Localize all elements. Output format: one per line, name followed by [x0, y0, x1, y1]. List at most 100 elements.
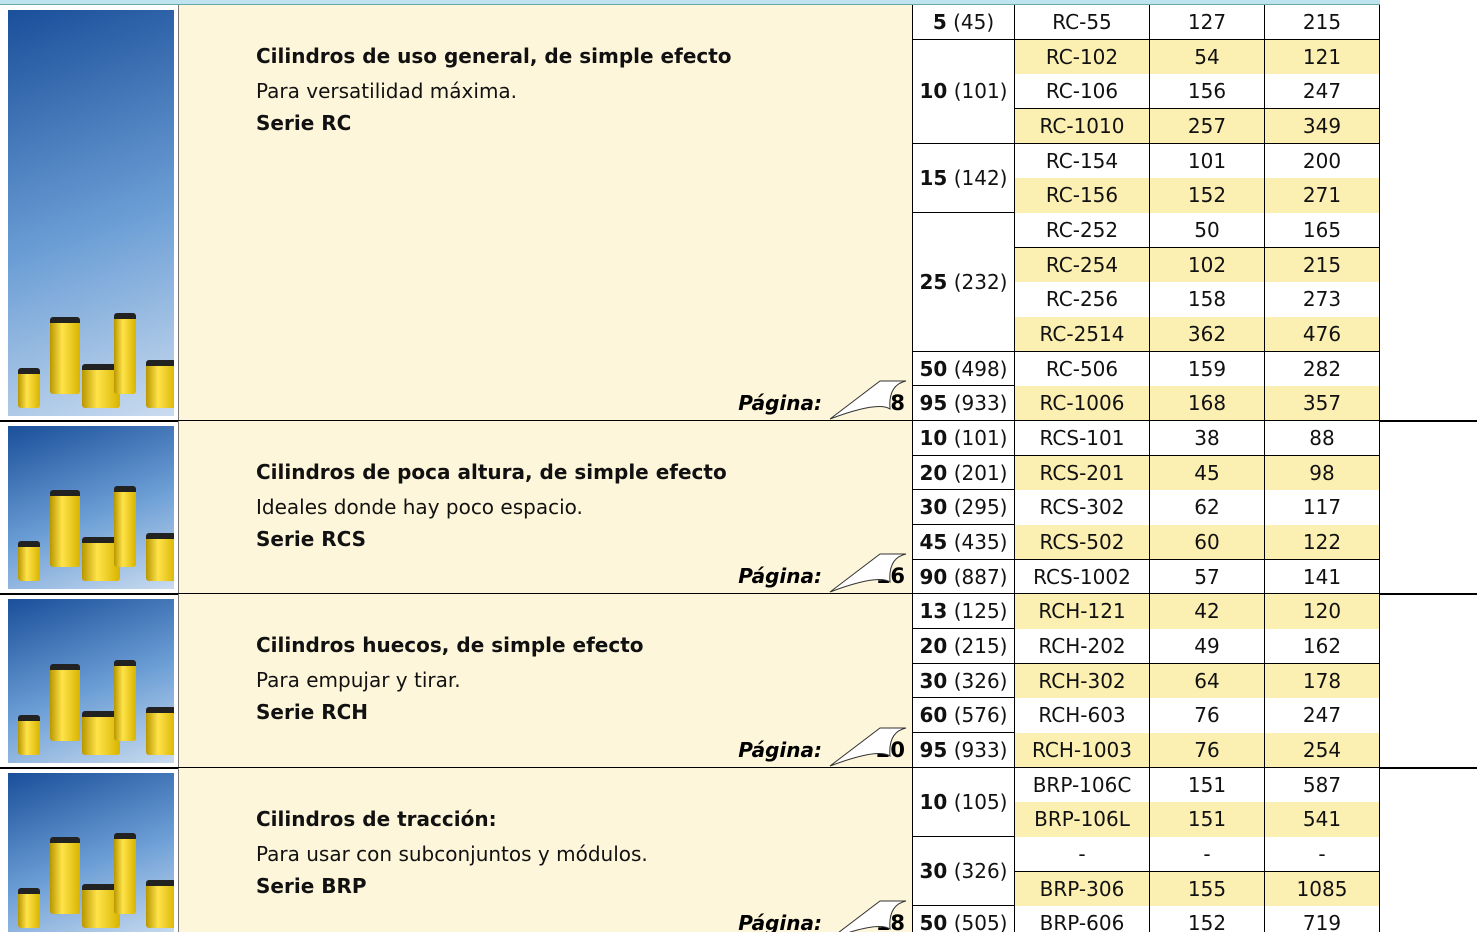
- capacity-cell: 95 (933): [912, 386, 1015, 422]
- stroke-cell: -: [1150, 837, 1265, 873]
- cylinder: [18, 888, 40, 929]
- capacity-cell: 45 (435): [912, 525, 1015, 560]
- stroke-cell: 50: [1150, 213, 1265, 249]
- capacity-kn: (498): [953, 356, 1008, 381]
- model-cell: RCS-1002: [1015, 559, 1150, 595]
- capacity-kn: (326): [953, 859, 1008, 884]
- page-curl: [838, 900, 907, 932]
- description-panel: [178, 594, 912, 768]
- product-photo: [8, 599, 174, 763]
- cylinder: [82, 710, 120, 755]
- stroke-cell: 151: [1150, 802, 1265, 838]
- capacity-kn: (142): [953, 165, 1008, 190]
- stroke-cell: 62: [1150, 490, 1265, 526]
- product-photo: [8, 772, 174, 932]
- model-cell: RC-102: [1015, 39, 1150, 75]
- capacity-cell: 90 (887): [912, 559, 1015, 595]
- stroke-cell: 151: [1150, 767, 1265, 803]
- stroke-cell: 127: [1150, 5, 1265, 41]
- capacity-ton: 10: [919, 79, 948, 104]
- section-title: Cilindros de tracción:: [256, 806, 497, 831]
- capacity-ton: 95: [919, 391, 948, 416]
- stroke-cell: 257: [1150, 109, 1265, 145]
- cylinder: [18, 714, 40, 755]
- stroke-cell: 155: [1150, 871, 1265, 907]
- section-subtitle: Para versatilidad máxima.: [256, 79, 518, 103]
- height-cell: 141: [1265, 559, 1380, 595]
- model-cell: RCS-101: [1015, 421, 1150, 457]
- cylinder: [146, 880, 174, 929]
- cylinder: [18, 541, 40, 582]
- height-cell: 98: [1265, 455, 1380, 491]
- model-cell: RC-506: [1015, 351, 1150, 387]
- height-cell: 282: [1265, 351, 1380, 387]
- description-panel: [178, 5, 912, 422]
- stroke-cell: 152: [1150, 906, 1265, 932]
- page-curl: [829, 727, 907, 767]
- capacity-kn: (295): [953, 495, 1008, 520]
- series-name: Serie RCS: [256, 527, 367, 552]
- section-title: Cilindros huecos, de simple efecto: [256, 633, 644, 658]
- capacity-cell: 30 (326): [912, 663, 1015, 699]
- stroke-cell: 158: [1150, 282, 1265, 318]
- cylinder: [146, 360, 174, 409]
- model-cell: BRP-106L: [1015, 802, 1150, 838]
- model-cell: RCH-1003: [1015, 733, 1150, 769]
- capacity-ton: 90: [919, 564, 948, 589]
- curl-shape: [829, 727, 907, 767]
- capacity-kn: (326): [953, 668, 1008, 693]
- curl-shape: [829, 553, 907, 593]
- model-cell: RCH-603: [1015, 698, 1150, 734]
- capacity-kn: (215): [953, 633, 1008, 658]
- height-cell: 215: [1265, 5, 1380, 41]
- capacity-kn: (933): [953, 391, 1008, 416]
- height-cell: 215: [1265, 247, 1380, 283]
- height-cell: 254: [1265, 733, 1380, 769]
- height-cell: 178: [1265, 663, 1380, 699]
- model-cell: RCS-502: [1015, 525, 1150, 561]
- capacity-kn: (101): [953, 79, 1008, 104]
- section-subtitle: Ideales donde hay poco espacio.: [256, 495, 583, 520]
- model-cell: RCH-121: [1015, 594, 1150, 630]
- section-title: Cilindros de poca altura, de simple efec…: [256, 460, 727, 485]
- model-cell: BRP-606: [1015, 906, 1150, 932]
- page-label: Página:: [738, 391, 822, 416]
- stroke-cell: 76: [1150, 733, 1265, 769]
- height-cell: 247: [1265, 74, 1380, 110]
- height-cell: 357: [1265, 386, 1380, 422]
- capacity-ton: 60: [919, 703, 948, 728]
- product-photo: [8, 426, 174, 590]
- series-name: Serie RC: [256, 111, 352, 135]
- stroke-cell: 54: [1150, 39, 1265, 75]
- height-cell: 719: [1265, 906, 1380, 932]
- cylinder: [114, 833, 136, 915]
- height-cell: 587: [1265, 767, 1380, 803]
- model-cell: RC-254: [1015, 247, 1150, 283]
- model-cell: RCS-201: [1015, 455, 1150, 491]
- height-cell: 122: [1265, 525, 1380, 561]
- model-cell: RCH-202: [1015, 629, 1150, 665]
- cylinder: [50, 837, 80, 915]
- capacity-cell: 50 (498): [912, 351, 1015, 387]
- stroke-cell: 159: [1150, 351, 1265, 387]
- stroke-cell: 42: [1150, 594, 1265, 630]
- cylinder: [50, 663, 80, 741]
- capacity-kn: (933): [953, 737, 1008, 762]
- height-cell: -: [1265, 837, 1380, 873]
- capacity-ton: 30: [919, 668, 948, 693]
- cylinder: [146, 533, 174, 582]
- model-cell: RC-1010: [1015, 109, 1150, 145]
- cylinder: [114, 659, 136, 741]
- capacity-cell: 20 (201): [912, 455, 1015, 491]
- capacity-ton: 15: [919, 165, 948, 190]
- description-panel: [178, 767, 912, 932]
- top-strip: [0, 0, 1380, 5]
- description-panel: [178, 421, 912, 595]
- capacity-cell: 5 (45): [912, 5, 1015, 40]
- height-cell: 165: [1265, 213, 1380, 249]
- product-photo: [8, 10, 174, 417]
- series-name: Serie RCH: [256, 700, 369, 725]
- capacity-cell: 95 (933): [912, 733, 1015, 768]
- capacity-kn: (105): [953, 789, 1008, 814]
- capacity-cell: 30 (326): [912, 837, 1015, 907]
